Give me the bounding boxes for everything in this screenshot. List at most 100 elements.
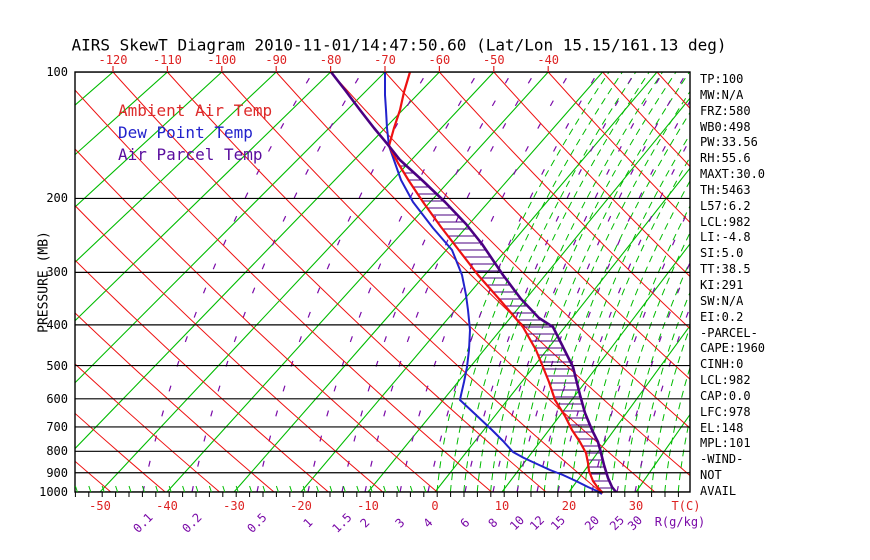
moist-adiabat-line (772, 72, 870, 492)
moist-adiabat-line (759, 72, 870, 492)
panel-index-line: FRZ:580 (700, 103, 751, 118)
panel-index-line: CINH:0 (700, 357, 744, 372)
pressure-tick-label: 600 (46, 391, 68, 406)
isotherm-line (75, 72, 440, 450)
isotherm-line (635, 413, 690, 492)
dry-adiabat-line (75, 204, 384, 492)
top-temp-tick-label: -50 (482, 53, 505, 67)
isotherm-line (75, 72, 331, 322)
isotherm-line (568, 324, 690, 492)
moist-adiabat-line (624, 260, 690, 492)
legend-ambient-air-temp: Ambient Air Temp (118, 101, 273, 120)
moist-adiabat-line (799, 72, 870, 492)
panel-index-line: MPL:101 (700, 436, 751, 451)
bottom-temp-tick-label: -40 (156, 499, 178, 513)
panel-index-line: L57:6.2 (700, 198, 751, 213)
bottom-temp-tick-label: 10 (494, 499, 510, 513)
top-temp-tick-label: -90 (265, 53, 288, 67)
pressure-tick-label: 900 (46, 465, 68, 480)
isotherm-line (75, 72, 277, 263)
panel-index-line: SI:5.0 (700, 246, 744, 261)
moist-adiabat-line (852, 72, 870, 492)
background-grid (75, 72, 870, 492)
moist-adiabat-line (650, 325, 690, 492)
panel-index-line: WB0:498 (700, 119, 751, 134)
dry-adiabat-line (167, 72, 601, 492)
moist-adiabat-line (610, 231, 690, 492)
dry-adiabat-line (75, 312, 275, 492)
panel-index-line: MAXT:30.0 (700, 167, 766, 182)
top-temp-tick-label: -60 (428, 53, 451, 67)
panel-index-line: CAP:0.0 (700, 388, 751, 403)
moist-adiabat-line (503, 72, 677, 492)
dry-adiabat-line (275, 72, 690, 477)
dry-adiabat-line (493, 72, 690, 278)
pressure-tick-label: 400 (46, 317, 68, 332)
dry-adiabat-line (75, 259, 329, 492)
axis-minor-ticks (74, 66, 679, 497)
panel-index-line: SW:N/A (700, 293, 744, 308)
moist-adiabat-line (677, 416, 690, 492)
mixing-ratio-line (256, 72, 428, 492)
moist-adiabat-line (637, 291, 690, 492)
moist-adiabat-line (597, 205, 690, 492)
top-temp-tick-label: -70 (374, 53, 396, 67)
moist-adiabat-line (476, 72, 650, 492)
dry-adiabat-line (112, 72, 547, 492)
panel-index-line: PW:33.56 (700, 135, 758, 150)
panel-index-line: LFC:978 (700, 404, 751, 419)
moist-adiabat-line (530, 90, 690, 492)
bottom-temp-tick-label: -20 (290, 499, 312, 513)
pressure-tick-label: 300 (46, 265, 68, 280)
panel-index-line: -PARCEL- (700, 325, 758, 340)
legend-air-parcel-temp: Air Parcel Temp (118, 145, 263, 164)
moist-adiabat-line (664, 365, 690, 492)
page-title: AIRS SkewT Diagram 2010-11-01/14:47:50.6… (71, 35, 727, 55)
dry-adiabat-line (547, 72, 690, 224)
dry-adiabat-line (75, 412, 166, 492)
bottom-temp-tick-label: 20 (561, 499, 577, 513)
sounding-indices-panel: TP:100 MW:N/A FRZ:580 WB0:498 PW:33.56 RH:55.… (700, 72, 765, 500)
parcel-temp-curve (329, 71, 618, 493)
panel-index-line: MW:N/A (700, 87, 744, 102)
legend-dew-point-temp: Dew Point Temp (118, 123, 253, 142)
panel-index-line: TP:100 (700, 72, 744, 86)
dry-adiabat-line (766, 72, 870, 492)
pressure-tick-label: 700 (46, 419, 68, 434)
panel-index-line: LI:-4.8 (700, 230, 751, 245)
pressure-tick-label: 100 (46, 65, 68, 79)
panel-index-line: CAPE:1960 (700, 341, 766, 356)
pressure-tick-label: 1000 (39, 485, 68, 499)
panel-index-line: AVAIL (700, 483, 737, 498)
bottom-temp-tick-label: 0 (431, 499, 439, 513)
top-temp-tick-label: -80 (319, 53, 342, 67)
panel-index-line: EL:148 (700, 420, 744, 435)
isotherm-line (99, 72, 495, 492)
moist-adiabat-line (826, 72, 870, 492)
ambient-temp-curve (387, 71, 604, 494)
top-temp-tick-label: -100 (207, 53, 237, 67)
dry-adiabat-line (439, 72, 690, 330)
panel-index-line: TT:38.5 (700, 262, 751, 277)
bottom-temp-tick-label: 30 (628, 499, 644, 513)
moist-adiabat-line (866, 72, 870, 492)
moist-adiabat-line (557, 133, 690, 492)
dry-adiabat-line (221, 72, 656, 492)
plot-border (74, 71, 691, 493)
isotherm-line (233, 72, 604, 492)
moist-adiabat-line (583, 180, 690, 492)
dry-adiabat-line (384, 72, 690, 380)
isotherm-line (166, 72, 549, 492)
bottom-temp-tick-label: -10 (357, 499, 379, 513)
moist-adiabat-line (785, 72, 870, 492)
top-temp-tick-label: -120 (98, 53, 128, 67)
dry-adiabat-line (330, 72, 690, 429)
isotherm-line (75, 72, 386, 384)
panel-index-line: TH:5463 (700, 182, 751, 197)
isotherm-line (367, 97, 690, 492)
pressure-tick-label: 200 (46, 191, 68, 206)
panel-index-line: EI:0.2 (700, 309, 744, 324)
bottom-temp-tick-label: -30 (223, 499, 245, 513)
isotherm-line (501, 242, 690, 492)
